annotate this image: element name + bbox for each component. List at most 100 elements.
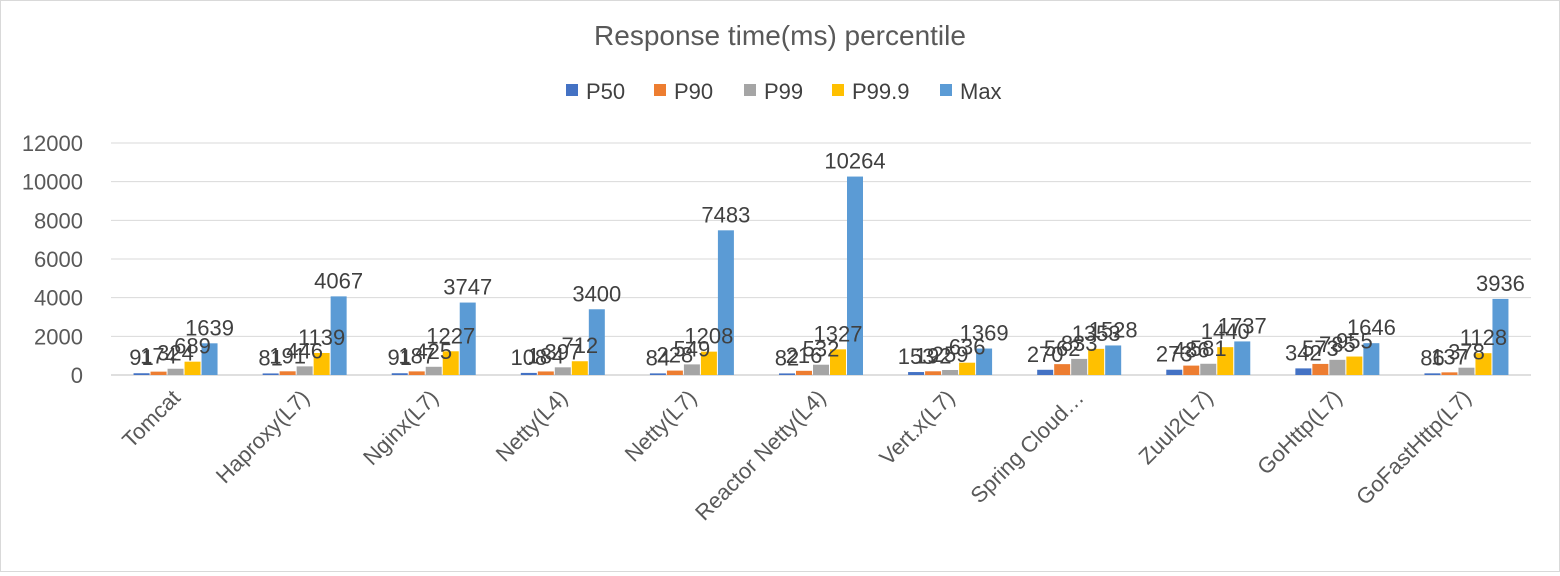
- data-label: 378: [1448, 340, 1485, 365]
- bar: [1166, 369, 1183, 375]
- data-label: 1128: [1460, 325, 1507, 350]
- data-label: 1208: [684, 324, 733, 349]
- bar: [779, 373, 795, 375]
- bar: [425, 366, 442, 375]
- data-label: 573: [1302, 336, 1339, 361]
- bar: [1492, 298, 1509, 375]
- bar: [1071, 358, 1088, 375]
- data-label: 689: [174, 334, 211, 359]
- bar: [666, 370, 683, 375]
- bar: [1475, 353, 1492, 375]
- data-label: 84: [646, 345, 670, 370]
- bars: [133, 176, 1509, 375]
- data-label: 174: [140, 344, 177, 369]
- data-label: 1327: [814, 321, 863, 346]
- x-tick-label: Haproxy(L7): [211, 385, 314, 488]
- bar: [201, 343, 218, 375]
- data-label: 259: [932, 342, 969, 367]
- bar: [408, 371, 425, 375]
- legend-label: P99: [764, 79, 803, 104]
- legend-swatch: [654, 84, 666, 96]
- bar: [1329, 359, 1346, 375]
- legend: P50 P90 P99 P99.9 Max: [566, 79, 1002, 104]
- bar: [133, 373, 150, 375]
- bar: [1363, 343, 1380, 375]
- bar: [700, 351, 717, 375]
- data-label: 955: [1336, 329, 1373, 354]
- y-tick-label: 4000: [34, 286, 83, 311]
- bar: [150, 371, 167, 375]
- data-label: 10264: [824, 149, 885, 174]
- bar: [1183, 365, 1200, 375]
- bar: [1346, 356, 1363, 375]
- data-label: 270: [1027, 342, 1064, 367]
- bar: [1441, 372, 1458, 375]
- data-label: 3400: [572, 281, 621, 306]
- data-label: 397: [544, 339, 581, 364]
- legend-swatch: [832, 84, 844, 96]
- x-tick-label: Spring Cloud…: [966, 385, 1089, 508]
- bar: [588, 309, 605, 375]
- y-tick-label: 10000: [22, 170, 83, 195]
- data-label: 446: [286, 338, 323, 363]
- data-label: 712: [561, 333, 598, 358]
- data-label: 137: [1431, 344, 1468, 369]
- bar: [976, 348, 993, 375]
- data-label: 1227: [426, 323, 475, 348]
- bar: [296, 366, 313, 375]
- bar: [1458, 367, 1475, 375]
- bar: [1217, 347, 1234, 375]
- x-tick-label: Reactor Netty(L4): [690, 385, 830, 525]
- data-label: 4067: [314, 268, 363, 293]
- data-label: 342: [1285, 340, 1322, 365]
- data-label: 91: [387, 345, 411, 370]
- data-label: 153: [898, 344, 935, 369]
- legend-swatch: [566, 84, 578, 96]
- data-label: 425: [415, 339, 452, 364]
- data-label: 581: [1190, 336, 1227, 361]
- data-label: 187: [398, 343, 435, 368]
- data-label: 785: [1319, 332, 1356, 357]
- x-tick-label: Netty(L7): [620, 385, 702, 467]
- data-label: 1353: [1072, 321, 1121, 346]
- x-tick-label: Nginx(L7): [358, 385, 443, 470]
- bar: [796, 370, 812, 375]
- bar: [520, 372, 537, 375]
- bar: [1312, 363, 1329, 375]
- data-label: 192: [915, 343, 952, 368]
- bar: [847, 176, 863, 375]
- x-tick-label: Vert.x(L7): [875, 385, 960, 470]
- bar: [908, 372, 925, 375]
- legend-label: P90: [674, 79, 713, 104]
- bar: [459, 302, 476, 375]
- bar: [571, 361, 588, 375]
- bar: [959, 362, 976, 375]
- data-label: 833: [1061, 331, 1098, 356]
- bar: [942, 369, 959, 375]
- legend-swatch: [744, 84, 756, 96]
- y-tick-label: 6000: [34, 247, 83, 272]
- x-tick-label: Tomcat: [117, 385, 185, 453]
- data-label: 216: [786, 343, 823, 368]
- y-tick-label: 2000: [34, 324, 83, 349]
- data-label: 184: [527, 343, 564, 368]
- x-tick-label: Zuul2(L7): [1134, 385, 1218, 469]
- data-label: 532: [803, 337, 840, 362]
- gridlines: [111, 142, 1531, 376]
- bar: [279, 371, 296, 375]
- data-label: 81: [258, 345, 282, 370]
- bar: [925, 371, 942, 375]
- x-axis: Tomcat Haproxy(L7) Nginx(L7) Netty(L4) Netty…: [117, 385, 1476, 525]
- bar: [1200, 363, 1217, 375]
- bar: [167, 368, 184, 375]
- bar: [1234, 341, 1251, 375]
- data-label: 108: [510, 345, 547, 370]
- bar: [683, 364, 700, 375]
- bar: [1105, 345, 1122, 375]
- data-label: 636: [949, 335, 986, 360]
- data-label: 91: [129, 345, 153, 370]
- bar: [330, 296, 347, 375]
- bar: [184, 361, 201, 375]
- data-label: 1369: [960, 321, 1009, 346]
